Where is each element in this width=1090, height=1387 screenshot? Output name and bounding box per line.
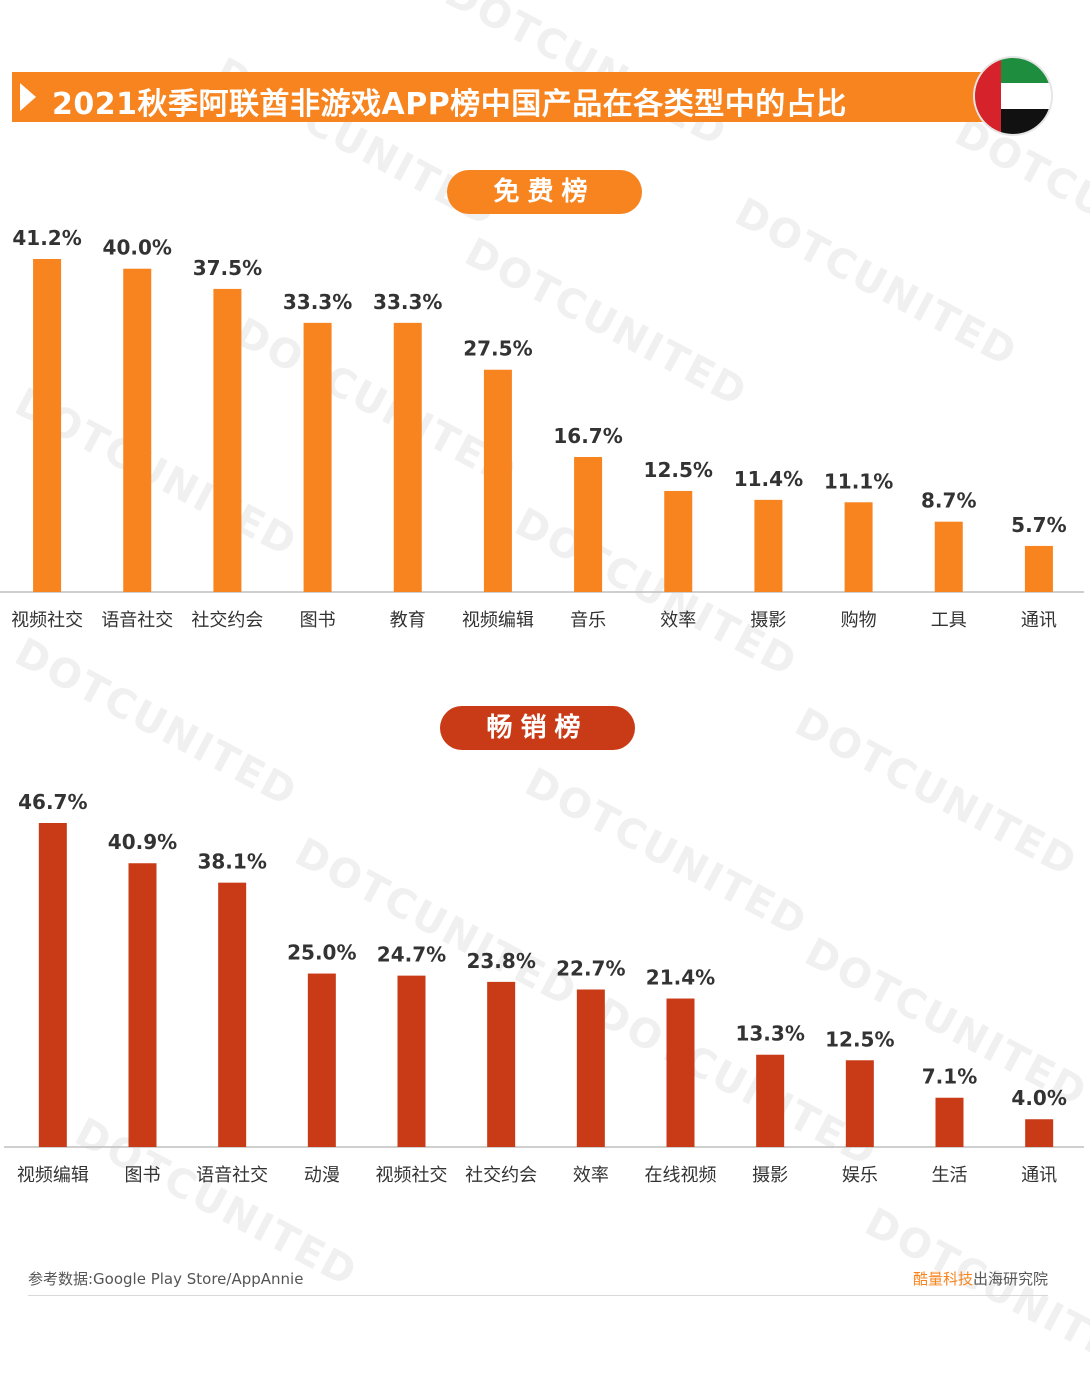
free-chart-title: 免费榜 [447, 170, 642, 214]
bar-9 [844, 502, 873, 592]
grossing-chart-svg: 46.7% 视频编辑 40.9% 图书 38.1% 语音社交 25.0% 动漫 24.7% 视频社… [4, 790, 1084, 1186]
bar-value-label: 23.8% [466, 949, 535, 973]
bar-2 [213, 288, 242, 592]
bar-4 [397, 975, 426, 1147]
bar-value-label: 46.7% [18, 790, 87, 814]
category-label: 视频社交 [376, 1165, 448, 1186]
bar-value-label: 25.0% [287, 941, 356, 965]
bar-11 [1024, 545, 1053, 592]
category-label: 工具 [931, 610, 967, 631]
bar-10 [935, 1097, 964, 1147]
bar-value-label: 37.5% [193, 256, 262, 280]
grossing-chart: 46.7% 视频编辑 40.9% 图书 38.1% 语音社交 25.0% 动漫 24.7% 视频社… [0, 780, 1090, 1200]
category-label: 效率 [660, 610, 696, 631]
category-label: 语音社交 [196, 1165, 268, 1186]
bar-8 [756, 1054, 785, 1147]
bar-7 [664, 490, 693, 592]
category-label: 在线视频 [645, 1165, 717, 1186]
bar-value-label: 12.5% [644, 458, 713, 482]
bar-value-label: 13.3% [735, 1022, 804, 1046]
category-label: 图书 [300, 610, 336, 631]
bar-value-label: 7.1% [922, 1065, 977, 1089]
category-label: 社交约会 [465, 1165, 537, 1186]
category-label: 动漫 [304, 1165, 340, 1186]
bar-0 [38, 823, 67, 1147]
bar-9 [845, 1060, 874, 1147]
bar-value-label: 41.2% [12, 226, 81, 250]
category-label: 视频编辑 [462, 610, 534, 631]
category-label: 图书 [125, 1165, 161, 1186]
bar-value-label: 27.5% [463, 337, 532, 361]
bar-value-label: 40.0% [103, 236, 172, 260]
bar-value-label: 22.7% [556, 957, 625, 981]
grossing-chart-title: 畅销榜 [440, 706, 635, 750]
bar-6 [574, 457, 603, 592]
bar-6 [576, 989, 605, 1147]
category-label: 效率 [573, 1165, 609, 1186]
category-label: 生活 [932, 1165, 968, 1186]
footer-brand-accent: 酷量科技 [912, 1270, 973, 1288]
bar-3 [307, 973, 336, 1147]
category-label: 通讯 [1021, 610, 1057, 631]
category-label: 通讯 [1021, 1165, 1057, 1186]
play-arrow-icon [20, 83, 36, 111]
bar-value-label: 4.0% [1011, 1086, 1066, 1110]
bar-4 [393, 322, 422, 592]
footer-brand: 酷量科技出海研究院 [913, 1268, 1048, 1289]
footer-source: 参考数据:Google Play Store/AppAnnie [28, 1270, 304, 1288]
page-title: 2021秋季阿联酋非游戏APP榜中国产品在各类型中的占比 [52, 87, 847, 122]
bar-value-label: 8.7% [921, 489, 976, 513]
category-label: 视频编辑 [17, 1165, 89, 1186]
bar-5 [483, 369, 512, 592]
bar-2 [218, 882, 247, 1147]
bar-value-label: 5.7% [1011, 513, 1066, 537]
bar-value-label: 12.5% [825, 1027, 894, 1051]
free-chart: 41.2% 视频社交 40.0% 语音社交 37.5% 社交约会 33.3% 图书 33.3% 教… [0, 215, 1090, 645]
bar-value-label: 33.3% [283, 290, 352, 314]
uae-flag-icon [975, 58, 1051, 134]
bar-value-label: 11.1% [824, 469, 893, 493]
bar-11 [1025, 1119, 1054, 1147]
category-label: 娱乐 [842, 1165, 878, 1186]
bar-7 [666, 998, 695, 1147]
category-label: 购物 [841, 610, 877, 631]
bar-value-label: 38.1% [197, 850, 266, 874]
category-label: 摄影 [750, 610, 786, 631]
bar-3 [303, 322, 332, 592]
bar-value-label: 24.7% [377, 943, 446, 967]
watermark: DOTCUNITED [857, 1199, 1090, 1387]
category-label: 摄影 [752, 1165, 788, 1186]
category-label: 音乐 [570, 610, 606, 631]
free-chart-svg: 41.2% 视频社交 40.0% 语音社交 37.5% 社交约会 33.3% 图书 33.3% 教… [0, 226, 1084, 631]
bar-value-label: 11.4% [734, 467, 803, 491]
bar-value-label: 40.9% [108, 830, 177, 854]
category-label: 社交约会 [191, 610, 263, 631]
bar-8 [754, 499, 783, 592]
bar-1 [128, 863, 157, 1147]
bar-10 [934, 521, 963, 592]
bar-value-label: 33.3% [373, 290, 442, 314]
footer-divider [28, 1295, 1048, 1296]
bar-1 [123, 268, 152, 592]
bar-value-label: 21.4% [646, 966, 715, 990]
footer-brand-rest: 出海研究院 [972, 1270, 1048, 1288]
bar-0 [33, 259, 62, 592]
category-label: 语音社交 [101, 610, 173, 631]
bar-5 [487, 981, 516, 1147]
bar-value-label: 16.7% [553, 424, 622, 448]
category-label: 教育 [390, 610, 426, 631]
category-label: 视频社交 [11, 610, 83, 631]
title-bar: 2021秋季阿联酋非游戏APP榜中国产品在各类型中的占比 [12, 72, 1012, 122]
